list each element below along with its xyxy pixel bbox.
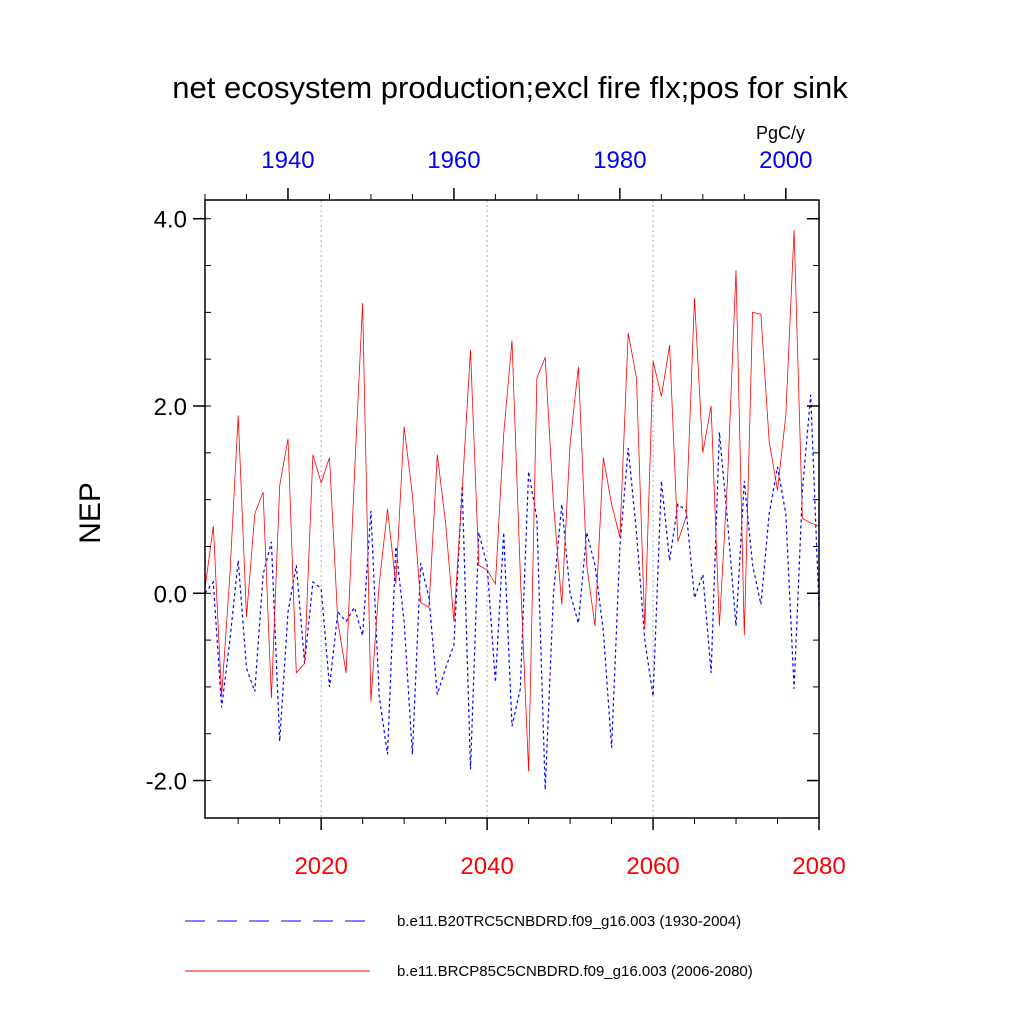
top-tick-label-2000: 2000: [759, 147, 812, 174]
bottom-tick-label-2080: 2080: [792, 853, 845, 880]
y-tick-label: -2.0: [146, 769, 187, 796]
series-line-rcp85: [204, 229, 820, 772]
bottom-tick-label-2020: 2020: [294, 853, 347, 880]
legend-label-historical: b.e11.B20TRC5CNBDRD.f09_g16.003 (1930-20…: [397, 913, 741, 930]
axes: -2.0 0.0 2.0 4.0 2020 2040 2060 2080 1940 1960 198…: [146, 147, 846, 880]
y-tick-label: 0.0: [154, 581, 187, 608]
top-tick-label-1980: 1980: [593, 147, 646, 174]
legend-label-rcp85: b.e11.BRCP85C5CNBDRD.f09_g16.003 (2006-2…: [397, 963, 753, 980]
series-line-historical: [204, 394, 820, 790]
units-label: PgC/y: [756, 123, 805, 143]
plot-frame: [204, 199, 820, 819]
bottom-tick-label-2060: 2060: [626, 853, 679, 880]
top-tick-label-1940: 1940: [261, 147, 314, 174]
y-tick-label: 4.0: [154, 207, 187, 234]
bottom-tick-label-2040: 2040: [460, 853, 513, 880]
top-tick-label-1960: 1960: [427, 147, 480, 174]
grid-lines: [320, 200, 654, 818]
chart-title: net ecosystem production;excl fire flx;p…: [172, 70, 848, 105]
y-tick-label: 2.0: [154, 394, 187, 421]
series-lines: [204, 229, 820, 790]
legend: b.e11.B20TRC5CNBDRD.f09_g16.003 (1930-20…: [185, 913, 753, 980]
y-axis-label: NEP: [74, 482, 107, 544]
